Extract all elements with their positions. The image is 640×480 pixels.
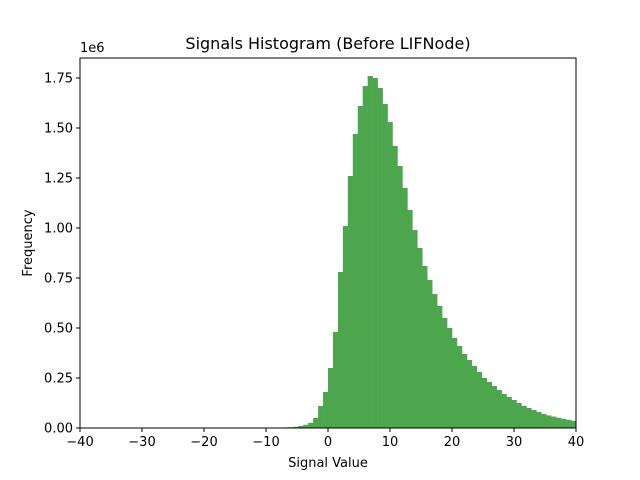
histogram-bar — [546, 415, 552, 428]
histogram-bar — [452, 338, 458, 428]
y-tick-label: 1.00 — [44, 222, 73, 237]
histogram-bar — [551, 416, 557, 428]
histogram-bar — [456, 346, 463, 428]
x-tick-label: 20 — [444, 435, 461, 450]
histogram-bar — [372, 78, 378, 428]
histogram-bar — [362, 86, 368, 428]
histogram-bar — [491, 386, 497, 428]
x-axis-label: Signal Value — [288, 456, 368, 471]
y-offset-label: 1e6 — [80, 41, 105, 56]
histogram-bar — [352, 134, 359, 428]
histogram-bar — [332, 332, 339, 428]
histogram-bar — [561, 418, 567, 428]
histogram-bar — [531, 410, 537, 428]
histogram-bar — [303, 424, 309, 428]
histogram-bar — [566, 419, 572, 428]
histogram-bar — [387, 122, 393, 428]
histogram-bar — [357, 106, 364, 428]
histogram-bar — [526, 408, 532, 428]
x-tick-label: 30 — [506, 435, 523, 450]
histogram-bar — [298, 426, 304, 428]
x-axis-ticks: −40 −30 −20 −10 0 10 20 30 40 — [66, 428, 584, 450]
chart-title: Signals Histogram (Before LIFNode) — [185, 34, 470, 53]
histogram-bar — [323, 392, 329, 428]
histogram-bar — [347, 176, 354, 428]
histogram-bar — [486, 382, 492, 428]
x-tick-label: −20 — [190, 435, 217, 450]
histogram-bar — [476, 372, 483, 428]
histogram-bar — [377, 88, 383, 428]
histogram-bar — [427, 280, 433, 428]
histogram-bar — [516, 403, 522, 428]
histogram-bar — [407, 210, 413, 428]
x-tick-label: 0 — [324, 435, 332, 450]
histogram-bar — [397, 166, 403, 428]
y-tick-label: 0.00 — [44, 422, 73, 437]
y-tick-label: 1.75 — [44, 72, 73, 87]
histogram-bar — [382, 104, 388, 428]
histogram-bar — [392, 146, 398, 428]
histogram-bar — [496, 390, 502, 428]
histogram-bar — [417, 248, 423, 428]
x-tick-label: 40 — [568, 435, 585, 450]
histogram-bar — [511, 400, 517, 428]
histogram-bar — [432, 294, 438, 428]
histogram-bar — [402, 188, 408, 428]
x-tick-label: −10 — [252, 435, 279, 450]
histogram-bar — [328, 368, 334, 428]
y-axis-ticks: 0.00 0.25 0.50 0.75 1.00 1.25 1.50 1.75 — [44, 72, 80, 437]
histogram-bar — [521, 406, 527, 428]
histogram-bar — [541, 414, 547, 428]
histogram-bar — [318, 406, 324, 428]
y-tick-label: 0.25 — [44, 372, 73, 387]
histogram-bar — [308, 422, 314, 428]
x-tick-label: −40 — [66, 435, 93, 450]
histogram-bar — [437, 306, 443, 428]
histogram-bar — [481, 378, 488, 428]
histogram-bar — [471, 366, 478, 428]
histogram-bar — [293, 426, 299, 428]
histogram-bar — [442, 318, 448, 428]
histogram-bar — [571, 420, 577, 428]
histogram-bar — [466, 360, 473, 428]
y-tick-label: 1.25 — [44, 172, 73, 187]
x-tick-label: −30 — [128, 435, 155, 450]
histogram-bars — [273, 76, 577, 428]
histogram-bar — [342, 226, 349, 428]
histogram-bar — [461, 354, 468, 428]
histogram-bar — [536, 412, 542, 428]
histogram-bar — [501, 394, 507, 428]
histogram-bar — [556, 417, 562, 428]
y-tick-label: 0.50 — [44, 322, 73, 337]
x-tick-label: 10 — [382, 435, 399, 450]
histogram-bar — [447, 328, 453, 428]
histogram-bar — [337, 272, 344, 428]
histogram-bar — [412, 230, 418, 428]
y-tick-label: 0.75 — [44, 272, 73, 287]
histogram-bar — [367, 76, 373, 428]
y-axis-label: Frequency — [21, 209, 36, 276]
histogram-bar — [506, 397, 512, 428]
histogram-bar — [422, 266, 428, 428]
y-tick-label: 1.50 — [44, 122, 73, 137]
histogram-bar — [313, 418, 319, 428]
